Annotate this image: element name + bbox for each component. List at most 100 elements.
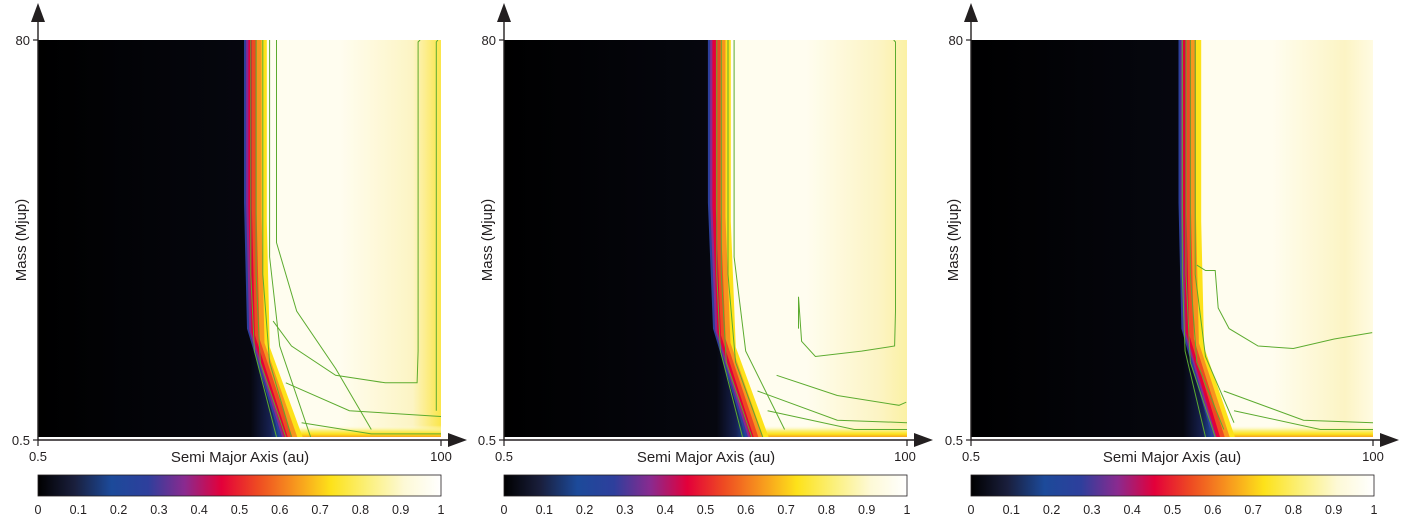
x-tick-right: 100 (894, 449, 916, 464)
contour-line (301, 422, 441, 435)
y-axis-label: Mass (Mjup) (13, 199, 30, 282)
heatmap-no-detection-region (38, 40, 280, 437)
x-tick-left: 0.5 (495, 449, 513, 464)
panel-3: 80 0.5 0.5 100 Semi Major Axis (au) Mass… (945, 3, 1399, 517)
colorbar-tick: 0.7 (1244, 503, 1261, 517)
y-tick-bottom: 0.5 (478, 433, 496, 448)
y-axis-arrow-icon (31, 3, 45, 22)
contour-line (767, 410, 907, 430)
heatmap-2 (504, 40, 907, 437)
colorbar-tick: 0.8 (1285, 503, 1302, 517)
colorbar-tick: 0.1 (1003, 503, 1020, 517)
x-tick-left: 0.5 (962, 449, 980, 464)
colorbar-tick: 1 (904, 503, 911, 517)
colorbar-tick: 0.3 (616, 503, 633, 517)
colorbar-tick: 1 (438, 503, 445, 517)
colorbar-tick: 0.9 (858, 503, 875, 517)
contour-line (276, 40, 372, 430)
y-tick-top: 80 (482, 33, 496, 48)
contours-1 (250, 40, 441, 437)
contour-line (250, 40, 277, 437)
y-tick-bottom: 0.5 (12, 433, 30, 448)
colorbar-tick: 0.9 (392, 503, 409, 517)
x-axis-arrow-icon (914, 433, 933, 447)
colorbar-tick: 0.4 (1124, 503, 1141, 517)
heatmap-no-detection-region (504, 40, 746, 437)
x-axis-label: Semi Major Axis (au) (637, 449, 775, 466)
colorbar-tick: 0.4 (191, 503, 208, 517)
colorbar-tick: 0.2 (1043, 503, 1060, 517)
x-tick-right: 100 (430, 449, 452, 464)
contour-line (285, 382, 441, 417)
panel-2: 80 0.5 0.5 100 Semi Major Axis (au) Mass… (478, 3, 933, 517)
x-axis-label: Semi Major Axis (au) (171, 449, 309, 466)
colorbar-tick: 0.5 (697, 503, 714, 517)
colorbar-tick: 0.5 (1164, 503, 1181, 517)
colorbar-tick: 0.6 (737, 503, 754, 517)
y-axis-label: Mass (Mjup) (945, 199, 962, 282)
colorbar-gradient (37, 474, 442, 497)
colorbar-tick: 0.2 (576, 503, 593, 517)
y-tick-top: 80 (949, 33, 963, 48)
y-axis-arrow-icon (964, 3, 978, 22)
y-tick-bottom: 0.5 (945, 433, 963, 448)
colorbar-gradient (970, 474, 1375, 497)
contour-line (1185, 40, 1216, 437)
colorbar-tick: 0 (501, 503, 508, 517)
colorbar-tick: 0 (35, 503, 42, 517)
x-tick-left: 0.5 (29, 449, 47, 464)
colorbar-tick: 0.8 (352, 503, 369, 517)
colorbar-tick: 1 (1371, 503, 1378, 517)
colorbar-ticks-1: 0 0.1 0.2 0.3 0.4 0.5 0.6 0.7 0.8 0.9 1 (35, 503, 445, 517)
colorbar-tick: 0.4 (657, 503, 674, 517)
contour-line (1181, 40, 1206, 437)
axes-2: 80 0.5 0.5 100 Semi Major Axis (au) Mass… (478, 3, 933, 466)
colorbar-3: 0 0.1 0.2 0.3 0.4 0.5 0.6 0.7 0.8 0.9 1 (968, 474, 1378, 517)
contour-line (1194, 40, 1235, 423)
colorbar-tick: 0.6 (271, 503, 288, 517)
colorbar-2: 0 0.1 0.2 0.3 0.4 0.5 0.6 0.7 0.8 0.9 1 (501, 474, 911, 517)
contour-line (1196, 264, 1373, 350)
axes-1: 80 0.5 0.5 100 Semi Major Axis (au) Mass… (12, 3, 467, 466)
panel-1: 80 0.5 0.5 100 Semi Major Axis (au) Mass… (12, 3, 467, 517)
heatmap-no-detection-region (971, 40, 1213, 437)
contour-line (272, 40, 421, 384)
colorbar-tick: 0.5 (231, 503, 248, 517)
x-axis-arrow-icon (448, 433, 467, 447)
colorbar-gradient (503, 474, 908, 497)
contour-line (255, 40, 287, 437)
x-axis-arrow-icon (1380, 433, 1399, 447)
contours-3 (1181, 40, 1373, 437)
contour-line (435, 40, 439, 411)
heatmap-1 (38, 40, 441, 437)
contour-line (727, 40, 764, 437)
colorbar-ticks-3: 0 0.1 0.2 0.3 0.4 0.5 0.6 0.7 0.8 0.9 1 (968, 503, 1378, 517)
contour-line (720, 40, 753, 437)
colorbar-tick: 0 (968, 503, 975, 517)
contour-line (269, 40, 312, 437)
heatmap-3 (971, 40, 1373, 437)
x-tick-right: 100 (1362, 449, 1384, 464)
colorbar-tick: 0.7 (311, 503, 328, 517)
colorbar-tick: 0.3 (150, 503, 167, 517)
contour-line (776, 374, 907, 406)
colorbar-tick: 0.2 (110, 503, 127, 517)
contour-line (262, 40, 292, 437)
colorbar-tick: 0.1 (536, 503, 553, 517)
y-axis-arrow-icon (497, 3, 511, 22)
y-axis-label: Mass (Mjup) (479, 199, 496, 282)
contour-line (716, 40, 743, 437)
colorbar-tick: 0.3 (1083, 503, 1100, 517)
axes-3: 80 0.5 0.5 100 Semi Major Axis (au) Mass… (945, 3, 1399, 466)
y-tick-top: 80 (16, 33, 30, 48)
colorbar-tick: 0.1 (70, 503, 87, 517)
colorbar-1: 0 0.1 0.2 0.3 0.4 0.5 0.6 0.7 0.8 0.9 1 (35, 474, 445, 517)
contour-line (1233, 410, 1373, 430)
contours-2 (716, 40, 907, 437)
contour-line (733, 40, 786, 430)
colorbar-tick: 0.7 (777, 503, 794, 517)
contour-line (1223, 390, 1373, 424)
colorbar-ticks-2: 0 0.1 0.2 0.3 0.4 0.5 0.6 0.7 0.8 0.9 1 (501, 503, 911, 517)
x-axis-label: Semi Major Axis (au) (1103, 449, 1241, 466)
